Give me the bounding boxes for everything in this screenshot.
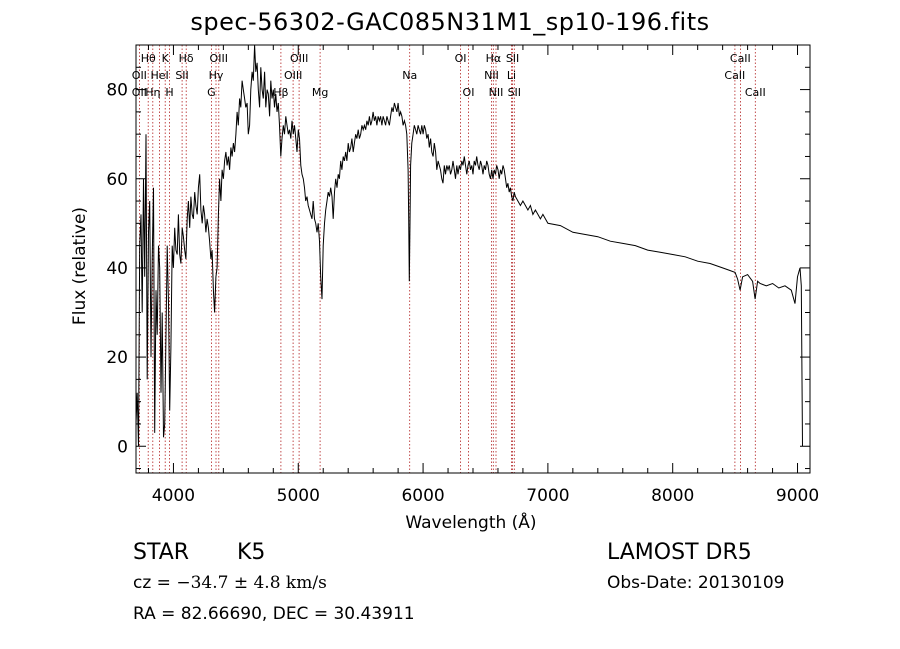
spectrum-line <box>136 45 803 447</box>
spectral-line-label: NII <box>484 69 499 82</box>
spectral-line-label: Hγ <box>209 69 224 82</box>
spectral-line-label: CaII <box>745 86 766 99</box>
object-class: STAR <box>133 540 190 565</box>
object-subclass: K5 <box>237 540 266 565</box>
y-tick-label: 40 <box>106 259 128 279</box>
x-axis: 4000 5000 6000 7000 8000 9000 <box>147 45 819 506</box>
plot-border <box>135 44 811 474</box>
y-axis-label: Flux (relative) <box>70 207 90 325</box>
y-tick-label: 80 <box>106 81 128 101</box>
spectral-line-label: H <box>165 86 173 99</box>
spectral-line-label: CaII <box>724 69 745 82</box>
spectral-line-markers <box>138 45 756 473</box>
x-tick-label: 8000 <box>651 486 694 506</box>
y-tick-label: 0 <box>117 437 128 457</box>
cz-value: −34.7 ± 4.8 km/s <box>176 573 327 593</box>
cz-label: cz = <box>133 573 177 593</box>
spectral-line-label: K <box>162 52 170 65</box>
x-axis-label: Wavelength (Å) <box>405 511 536 533</box>
spectral-line-label: NII <box>489 86 504 99</box>
y-tick-label: 20 <box>106 348 128 368</box>
spectral-line-label: SII <box>508 86 521 99</box>
spectral-line-label: SII <box>506 52 519 65</box>
spectrum-series <box>136 45 803 447</box>
spectral-line-label: G <box>207 86 216 99</box>
x-tick-label: 7000 <box>526 486 569 506</box>
spectral-line-label: HeI <box>150 69 168 82</box>
spectral-line-label: OI <box>455 52 467 65</box>
spectral-line-label: OIII <box>284 69 302 82</box>
spectral-line-label: Hη <box>145 86 160 99</box>
spectral-line-label: Hα <box>486 52 502 65</box>
x-tick-label: 5000 <box>277 486 320 506</box>
redshift-readout: cz = −34.7 ± 4.8 km/s <box>133 573 327 593</box>
spectral-line-label: OIII <box>290 52 308 65</box>
spectral-line-label: Na <box>402 69 417 82</box>
x-tick-label: 4000 <box>152 486 195 506</box>
spectral-line-label: Hδ <box>179 52 194 65</box>
spectral-line-label: OI <box>463 86 475 99</box>
chart-title: spec-56302-GAC085N31M1_sp10-196.fits <box>190 8 710 36</box>
x-tick-label: 6000 <box>401 486 444 506</box>
spectral-line-label: SII <box>175 69 188 82</box>
coordinates: RA = 82.66690, DEC = 30.43911 <box>133 604 415 624</box>
x-tick-label: 9000 <box>776 486 819 506</box>
spectral-line-label: Mg <box>312 86 328 99</box>
spectral-line-label: CaII <box>730 52 751 65</box>
spectral-line-label: OIII <box>210 52 228 65</box>
y-tick-label: 60 <box>106 170 128 190</box>
plot-frame <box>135 44 811 474</box>
spectral-line-label: Hβ <box>273 86 288 99</box>
spectral-line-label: OII <box>132 69 147 82</box>
spectral-line-label: Li <box>507 69 516 82</box>
survey-name: LAMOST DR5 <box>607 540 752 565</box>
y-axis: 0 20 40 60 80 <box>106 44 810 470</box>
spectral-line-label: Hθ <box>141 52 156 65</box>
observation-date: Obs-Date: 20130109 <box>607 573 785 593</box>
